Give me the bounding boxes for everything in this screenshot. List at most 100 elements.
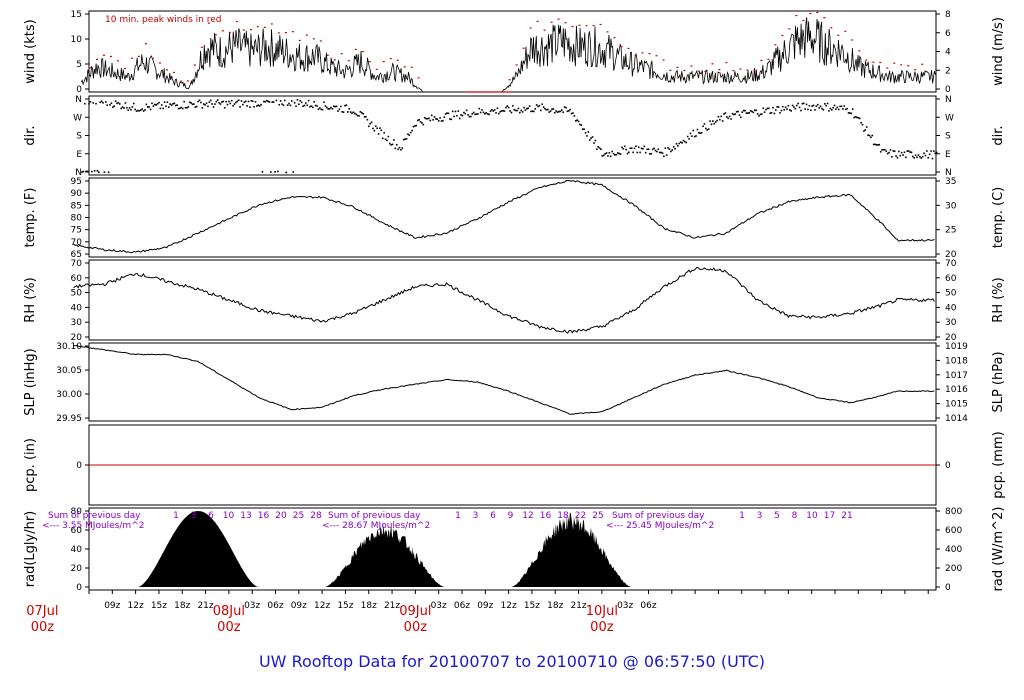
wind-peak-point xyxy=(704,70,707,73)
dir-point xyxy=(485,112,488,114)
wind-peak-point xyxy=(116,60,119,62)
wind-peak-point xyxy=(900,64,903,66)
dir-point xyxy=(412,125,415,128)
dir-point xyxy=(858,117,861,120)
dir-point xyxy=(135,110,138,112)
dir-point xyxy=(491,108,493,111)
dir-point xyxy=(239,106,241,108)
dir-point xyxy=(387,135,390,138)
dir-point xyxy=(541,103,544,106)
dir-point xyxy=(919,155,921,158)
dir-point xyxy=(530,110,532,113)
dir-point xyxy=(793,106,795,108)
dir-point xyxy=(577,120,580,123)
dir-point xyxy=(716,119,718,122)
wind-peak-point xyxy=(858,50,861,52)
dir-point xyxy=(243,101,246,104)
dir-point xyxy=(286,104,289,106)
dir-point xyxy=(181,107,184,110)
dir-point xyxy=(373,129,376,132)
dir-point xyxy=(867,134,869,137)
dir-point xyxy=(299,99,302,102)
dir-point xyxy=(265,99,268,102)
dir-point xyxy=(675,143,678,145)
time-tick-label: 18z xyxy=(361,601,377,611)
dir-point xyxy=(740,116,742,119)
slp-ytick-label-right: 1016 xyxy=(945,385,968,395)
rh-ytick-label-left: 30 xyxy=(71,318,83,328)
dir-point xyxy=(271,101,274,103)
dir-point xyxy=(895,155,897,157)
dir-point xyxy=(426,118,429,120)
rh-ytick-label-right: 50 xyxy=(945,289,957,299)
dir-point xyxy=(584,132,587,134)
dir-point xyxy=(583,128,585,131)
wind-peak-point xyxy=(872,61,875,63)
dir-point xyxy=(467,114,469,116)
dir-point xyxy=(309,105,311,108)
dir-point xyxy=(468,115,471,118)
rad-hour-marker: 20 xyxy=(275,511,287,521)
dir-point xyxy=(636,151,639,154)
rad-ytick-label-right: 800 xyxy=(945,507,962,517)
dir-point xyxy=(672,146,675,148)
dir-point xyxy=(651,148,654,151)
temp-ylabel-right: temp. (C) xyxy=(991,187,1006,249)
dir-point xyxy=(163,101,166,103)
dir-point xyxy=(898,150,900,153)
dir-point xyxy=(601,155,604,157)
dir-point xyxy=(842,108,844,110)
dir-point xyxy=(478,107,481,110)
dir-point xyxy=(767,107,770,110)
dir-point xyxy=(572,112,574,114)
dir-point xyxy=(267,100,269,103)
dir-point xyxy=(493,109,496,111)
dir-point xyxy=(242,103,244,106)
dir-point xyxy=(91,170,93,173)
dir-point xyxy=(253,106,255,108)
time-tick-label: 06z xyxy=(454,601,470,611)
wind-ytick-label-right: 6 xyxy=(945,29,951,39)
dir-point xyxy=(628,151,630,154)
rh-ylabel-right: RH (%) xyxy=(991,277,1006,322)
dir-point xyxy=(193,103,195,105)
time-tick-label: 09z xyxy=(291,601,307,611)
wind-peak-point xyxy=(830,27,833,29)
dir-point xyxy=(123,107,125,109)
dir-point xyxy=(405,138,408,140)
wind-peak-point xyxy=(158,62,161,64)
dir-point xyxy=(102,101,104,104)
dir-point xyxy=(451,110,454,113)
dir-point xyxy=(570,112,573,115)
chart-title: UW Rooftop Data for 20100707 to 20100710… xyxy=(259,652,765,671)
dir-point xyxy=(623,145,626,148)
dir-point xyxy=(731,112,734,115)
dir-point xyxy=(386,139,388,142)
dir-point xyxy=(590,137,592,139)
rh-ytick-label-left: 70 xyxy=(71,259,83,269)
dir-point xyxy=(93,170,96,172)
temp-ytick-label-left: 95 xyxy=(71,177,82,187)
temp-ytick-label-left: 75 xyxy=(71,226,82,236)
wind-peak-point xyxy=(893,62,896,64)
temp-ytick-label-left: 65 xyxy=(71,250,82,260)
dir-point xyxy=(772,106,774,109)
dir-point xyxy=(886,152,889,155)
dir-point xyxy=(910,151,913,154)
dir-point xyxy=(875,144,878,146)
dir-point xyxy=(510,111,513,114)
dir-point xyxy=(657,148,660,151)
dir-point xyxy=(127,109,129,111)
dir-point xyxy=(425,117,427,120)
dir-point xyxy=(607,155,609,157)
wind-ylabel-left: wind (kts) xyxy=(23,19,38,83)
dir-point xyxy=(551,108,553,111)
dir-point xyxy=(432,119,434,121)
dir-point xyxy=(142,110,145,112)
dir-point xyxy=(212,106,215,108)
dir-point xyxy=(679,141,682,143)
dir-point xyxy=(906,150,909,152)
dir-point xyxy=(580,124,583,126)
dir-point xyxy=(517,107,520,110)
dir-point xyxy=(664,147,667,150)
